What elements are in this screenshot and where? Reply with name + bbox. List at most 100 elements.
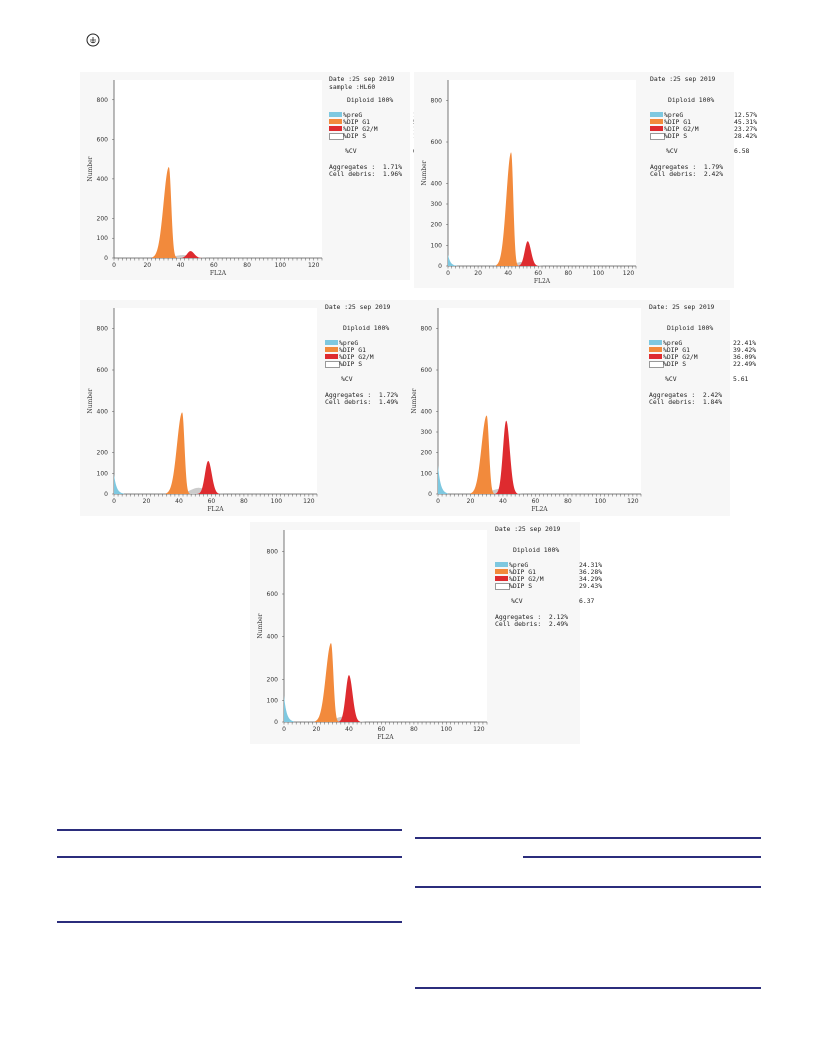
- legend-value: 39.42%: [733, 346, 757, 354]
- x-tick-label: 100: [593, 270, 605, 277]
- plot-area: [114, 308, 317, 494]
- legend-label: %DIP G2/M: [664, 125, 699, 133]
- table-rule: [523, 856, 761, 858]
- legend-value: 22.41%: [733, 339, 757, 347]
- y-tick-label: 300: [421, 429, 433, 436]
- y-tick-label: 200: [97, 450, 109, 457]
- cv-label: %CV: [511, 597, 523, 605]
- y-tick-label: 600: [97, 367, 109, 374]
- table-rule: [415, 886, 761, 888]
- legend-label: %preG: [343, 111, 363, 119]
- x-axis-label: FL2A: [531, 506, 548, 513]
- y-tick-label: 400: [267, 634, 279, 641]
- y-tick-label: 0: [104, 491, 108, 498]
- x-tick-label: 40: [177, 262, 185, 269]
- chart-panel-5: 0 20 40 60 80 100 120 0 100 200 400 600 800 FL2A Numbe…: [250, 522, 602, 744]
- x-tick-label: 20: [313, 726, 321, 733]
- x-tick-label: 100: [275, 262, 287, 269]
- y-tick-label: 600: [431, 139, 443, 146]
- x-tick-label: 20: [143, 498, 151, 505]
- x-tick-label: 100: [271, 498, 283, 505]
- cell-debris: Cell debris: 1.49%: [325, 398, 399, 406]
- legend-value: 12.57%: [734, 111, 758, 119]
- x-tick-label: 80: [243, 262, 251, 269]
- legend-swatch: [325, 347, 338, 352]
- plot-area: [448, 80, 636, 266]
- legend-2: Date :25 sep 2019 Diploid 100% %preG 12.57%…: [650, 75, 757, 275]
- series-preg: [448, 254, 458, 266]
- legend-label: %DIP S: [509, 582, 533, 590]
- legend-value: 45.31%: [734, 118, 758, 126]
- x-tick-label: 40: [345, 726, 353, 733]
- legend-label: %DIP G2/M: [343, 125, 378, 133]
- legend-1: Date :25 sep 2019 sample :HL60 Diploid 100…: [329, 75, 436, 275]
- legend-swatch: [650, 119, 663, 124]
- y-axis-label: Number: [257, 613, 264, 638]
- y-tick-label: 600: [267, 591, 279, 598]
- y-tick-label: 300: [431, 201, 443, 208]
- legend-swatch: [649, 354, 662, 359]
- legend-label: %DIP G1: [339, 346, 366, 354]
- legend-label: %preG: [339, 339, 359, 347]
- legend-label: %DIP S: [339, 360, 363, 368]
- legend-swatch: [329, 133, 344, 140]
- chart-date: Date :25 sep 2019: [329, 75, 395, 83]
- series-g2m: [196, 460, 220, 494]
- histogram-4: 0 20 40 60 80 100 120 0 100 200 300 400 600 800 FL2A Nu…: [411, 308, 642, 513]
- legend-swatch: [650, 126, 663, 131]
- cv-value: 5.61: [733, 375, 749, 383]
- legend-4: Date: 25 sep 2019 Diploid 100% %preG 22.41%…: [649, 303, 756, 503]
- legend-swatch: [329, 126, 342, 131]
- y-tick-label: 100: [421, 470, 433, 477]
- y-tick-label: 400: [431, 180, 443, 187]
- series-preg: [284, 695, 294, 722]
- legend-swatch: [495, 569, 508, 574]
- aggregates: Aggregates : 1.71%: [329, 163, 403, 171]
- x-tick-label: 40: [175, 498, 183, 505]
- plot-area: [284, 530, 487, 722]
- legend-label: %preG: [509, 561, 529, 569]
- chart-panel-1: 0 20 40 60 80 100 120 0 100 200 400 600 800 FL2A Numbe…: [80, 72, 436, 280]
- plot-area: [438, 308, 641, 494]
- circled-arrow-icon: [86, 33, 100, 47]
- legend-label: %preG: [663, 339, 683, 347]
- series-g1: [314, 643, 340, 722]
- aggregates: Aggregates : 1.79%: [650, 163, 724, 171]
- x-tick-label: 80: [410, 726, 418, 733]
- x-tick-label: 60: [378, 726, 386, 733]
- x-tick-label: 100: [441, 726, 453, 733]
- y-tick-label: 100: [431, 242, 443, 249]
- x-tick-label: 20: [474, 270, 482, 277]
- legend-label: %DIP G2/M: [509, 575, 544, 583]
- y-tick-label: 100: [97, 235, 109, 242]
- legend-swatch: [325, 361, 340, 368]
- x-tick-label: 60: [210, 262, 218, 269]
- x-tick-label: 20: [143, 262, 151, 269]
- x-tick-label: 20: [467, 498, 475, 505]
- y-tick-label: 200: [431, 222, 443, 229]
- series-preg: [114, 474, 124, 494]
- y-tick-label: 0: [438, 263, 442, 270]
- legend-swatch: [325, 354, 338, 359]
- legend-value: 28.42%: [734, 132, 758, 140]
- chart-date: Date :25 sep 2019: [325, 303, 391, 311]
- x-tick-label: 80: [564, 270, 572, 277]
- y-tick-label: 0: [274, 719, 278, 726]
- x-tick-label: 0: [282, 726, 286, 733]
- legend-label: %DIP G1: [343, 118, 370, 126]
- series-g2m: [178, 251, 203, 258]
- chart-panel-2: 0 20 40 60 80 100 120 0 100 200 300 400 600 800 FL2A Nu…: [414, 72, 757, 288]
- x-axis-label: FL2A: [210, 270, 227, 277]
- cell-debris: Cell debris: 1.84%: [649, 398, 723, 406]
- series-g1: [470, 415, 495, 494]
- legend-label: %DIP G1: [509, 568, 536, 576]
- series-g1: [496, 152, 519, 266]
- y-tick-label: 400: [97, 176, 109, 183]
- legend-swatch: [495, 562, 508, 567]
- plot-area: [114, 80, 322, 258]
- diploid-label: Diploid 100%: [667, 324, 714, 332]
- x-tick-label: 120: [303, 498, 315, 505]
- x-tick-label: 120: [308, 262, 320, 269]
- series-g2m: [517, 241, 539, 266]
- y-tick-label: 0: [104, 255, 108, 262]
